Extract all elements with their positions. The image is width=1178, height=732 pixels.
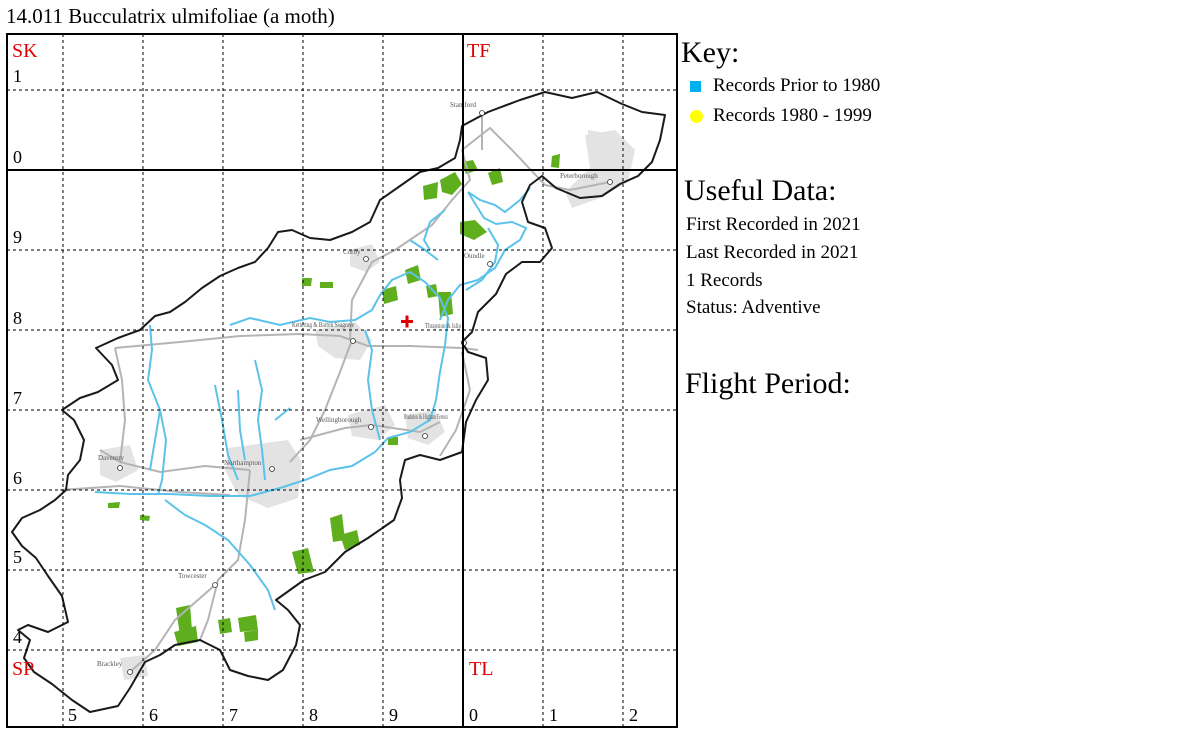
row-label: 5: [13, 547, 22, 567]
town-label-kettering: Kettering & Barton Seagrave: [292, 321, 354, 329]
town-label-brackley: Brackley: [97, 660, 123, 668]
legend-square-swatch: [690, 80, 701, 92]
legend-item-prior-1980: Records Prior to 1980: [690, 75, 880, 97]
row-label: 6: [13, 468, 22, 488]
page-title: 14.011 Bucculatrix ulmifoliae (a moth): [6, 4, 335, 28]
grid-10km: [7, 34, 677, 727]
square-label-sk: SK: [12, 40, 38, 62]
town-label-rushden: Rushden & Higham Ferrers: [404, 413, 448, 421]
grid-100km: [7, 34, 677, 727]
column-label: 6: [149, 705, 158, 725]
map-frame: [6, 33, 678, 728]
town-markers: [117, 110, 613, 675]
column-labels: 5 6 7 8 9 0 1 2: [68, 705, 638, 725]
column-label: 1: [549, 705, 558, 725]
town-label-oundle: Oundle: [464, 252, 485, 260]
legend-label: Records Prior to 1980: [713, 75, 881, 96]
legend-circle-swatch: [690, 109, 703, 123]
column-label: 2: [629, 705, 638, 725]
town-label-daventry: Daventry: [98, 454, 125, 462]
row-label: 0: [13, 147, 22, 167]
town-label-thrapston: Thrapston & Islip: [425, 322, 461, 330]
town-label-corby: Corby: [343, 248, 361, 256]
column-label: 0: [469, 705, 478, 725]
row-label: 7: [13, 388, 22, 408]
town-label-towcester: Towcester: [178, 572, 207, 580]
column-label: 9: [389, 705, 398, 725]
legend-label: Records 1980 - 1999: [713, 105, 872, 126]
status: Status: Adventive: [686, 297, 821, 318]
row-labels: 1 0 9 8 7 6 5 4: [13, 66, 22, 647]
row-label: 4: [13, 627, 22, 647]
town-label-peterborough: Peterborough: [560, 172, 598, 180]
town-label-northampton: Northampton: [224, 459, 262, 467]
town-label-wellingborough: Wellingborough: [316, 416, 362, 424]
column-label: 8: [309, 705, 318, 725]
record-count: 1 Records: [686, 270, 763, 291]
last-recorded: Last Recorded in 2021: [686, 242, 859, 263]
county-boundary: [11, 91, 666, 713]
distribution-map: Stamford Peterborough Corby Oundle Kette…: [6, 33, 678, 728]
flight-period-heading: Flight Period:: [685, 367, 851, 400]
key-heading: Key:: [681, 36, 740, 69]
row-label: 8: [13, 308, 22, 328]
column-label: 5: [68, 705, 77, 725]
row-label: 1: [13, 66, 22, 86]
first-recorded: First Recorded in 2021: [686, 214, 861, 235]
useful-data-heading: Useful Data:: [684, 174, 837, 207]
square-label-tf: TF: [467, 40, 490, 62]
rivers: [94, 187, 531, 611]
square-label-tl: TL: [469, 658, 493, 680]
square-labels: SK TF SP TL: [12, 40, 493, 680]
legend-item-1980-1999: Records 1980 - 1999: [690, 105, 872, 127]
record-marker: [401, 315, 413, 328]
column-label: 7: [229, 705, 238, 725]
square-label-sp: SP: [12, 658, 34, 680]
row-label: 9: [13, 227, 22, 247]
